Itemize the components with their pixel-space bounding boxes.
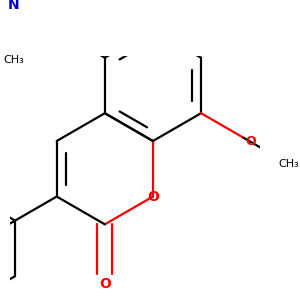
Text: O: O bbox=[147, 190, 159, 203]
Text: CH₃: CH₃ bbox=[3, 55, 24, 65]
Text: CH₃: CH₃ bbox=[278, 159, 299, 169]
Text: O: O bbox=[245, 135, 256, 148]
Text: O: O bbox=[99, 277, 111, 291]
Text: N: N bbox=[8, 0, 19, 12]
